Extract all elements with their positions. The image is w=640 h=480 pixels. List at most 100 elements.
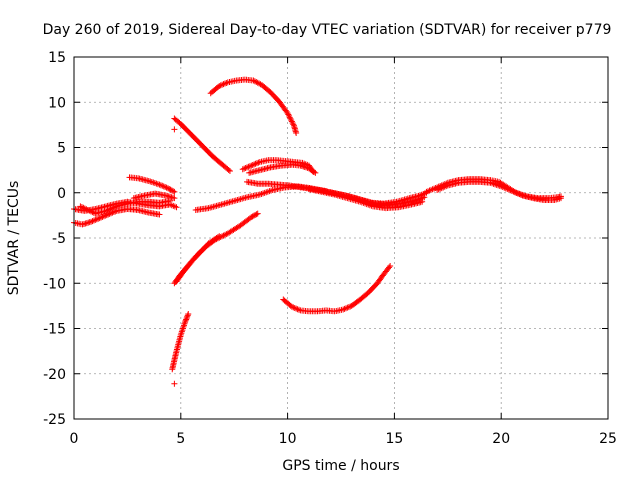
series-arc-6 [171, 115, 233, 175]
axis-ticks: 0 5 10 15 20 25 -25 -20 -15 -10 -5 0 5 10 15 [43, 50, 617, 447]
data-point [340, 306, 347, 313]
data-point [81, 205, 88, 212]
data-point [145, 177, 152, 184]
series-arc-7 [207, 76, 300, 137]
y-tick-label: -10 [43, 276, 66, 292]
data-point [162, 184, 169, 191]
data-point [295, 306, 302, 313]
data-point [250, 212, 257, 219]
data-point [294, 306, 301, 313]
x-tick-label: 5 [176, 431, 185, 447]
data-point [183, 316, 190, 323]
data-point [216, 82, 223, 89]
series-arc-5 [130, 190, 178, 202]
x-tick-label: 0 [70, 431, 79, 447]
data-point [170, 188, 177, 195]
series-arc-1 [71, 198, 180, 214]
data-point [244, 164, 251, 171]
data-point [286, 112, 293, 119]
data-point [98, 214, 105, 221]
data-point [156, 211, 163, 218]
data-point [184, 312, 191, 319]
data-point [105, 211, 112, 218]
y-tick-label: 10 [48, 95, 66, 111]
x-tick-label: 15 [385, 431, 403, 447]
data-point [103, 212, 110, 219]
data-point [248, 214, 255, 221]
data-point [156, 181, 163, 188]
data-point [182, 319, 189, 326]
data-point [157, 182, 164, 189]
data-point [252, 160, 259, 167]
data-point [220, 232, 227, 239]
data-point [285, 111, 292, 118]
data-point [87, 208, 94, 215]
data-point [86, 207, 93, 214]
series-arc-9 [246, 161, 319, 176]
data-point [147, 178, 154, 185]
plot-border [73, 56, 609, 420]
data-point [173, 204, 180, 211]
data-point [168, 187, 175, 194]
data-point [160, 183, 167, 190]
data-point [171, 195, 178, 202]
data-point [221, 80, 228, 87]
data-point [345, 304, 352, 311]
data-point [221, 231, 228, 238]
data-point [171, 380, 178, 387]
data-point [386, 264, 393, 271]
data-point [77, 203, 84, 210]
y-axis-label: SDTVAR / TECUs [6, 181, 22, 296]
data-point [89, 209, 96, 216]
data-point [84, 206, 91, 213]
data-point [171, 126, 178, 133]
data-point [100, 213, 107, 220]
data-point [558, 195, 565, 202]
data-point [288, 303, 295, 310]
data-point [182, 317, 189, 324]
data-point [164, 185, 171, 192]
data-point [93, 216, 100, 223]
data-point [344, 304, 351, 311]
y-tick-label: 5 [57, 141, 66, 157]
x-tick-label: 10 [279, 431, 297, 447]
data-point [286, 114, 293, 121]
y-tick-label: -25 [43, 412, 66, 428]
data-point [241, 165, 248, 172]
y-tick-label: -5 [52, 231, 66, 247]
data-point [163, 184, 170, 191]
grid [74, 57, 608, 419]
data-point [249, 161, 256, 168]
data-point [248, 162, 255, 169]
data-point [255, 159, 262, 166]
data-point [171, 188, 178, 195]
series-arc-3 [77, 197, 174, 217]
series-arc-15 [434, 178, 565, 203]
series-arc-17 [173, 233, 223, 285]
data-point [217, 82, 224, 89]
data-point [83, 206, 90, 213]
data-point [148, 179, 155, 186]
data-point [80, 204, 87, 211]
data-point [242, 165, 249, 172]
data-point [252, 212, 259, 219]
data-point [92, 216, 99, 223]
series-outliers [171, 126, 178, 387]
data-point [90, 217, 97, 224]
data-point [312, 169, 319, 176]
data-point [342, 305, 349, 312]
data-point [226, 168, 233, 175]
data-point [159, 182, 166, 189]
data-point [214, 234, 221, 241]
data-point [88, 218, 95, 225]
data-point [106, 210, 113, 217]
data-point [291, 304, 298, 311]
data-point [216, 233, 223, 240]
data-points [71, 76, 565, 387]
data-point [151, 180, 158, 187]
data-point [78, 204, 85, 211]
data-point [288, 118, 295, 125]
data-point [290, 121, 297, 128]
chart-title: Day 260 of 2019, Sidereal Day-to-day VTE… [43, 22, 612, 38]
